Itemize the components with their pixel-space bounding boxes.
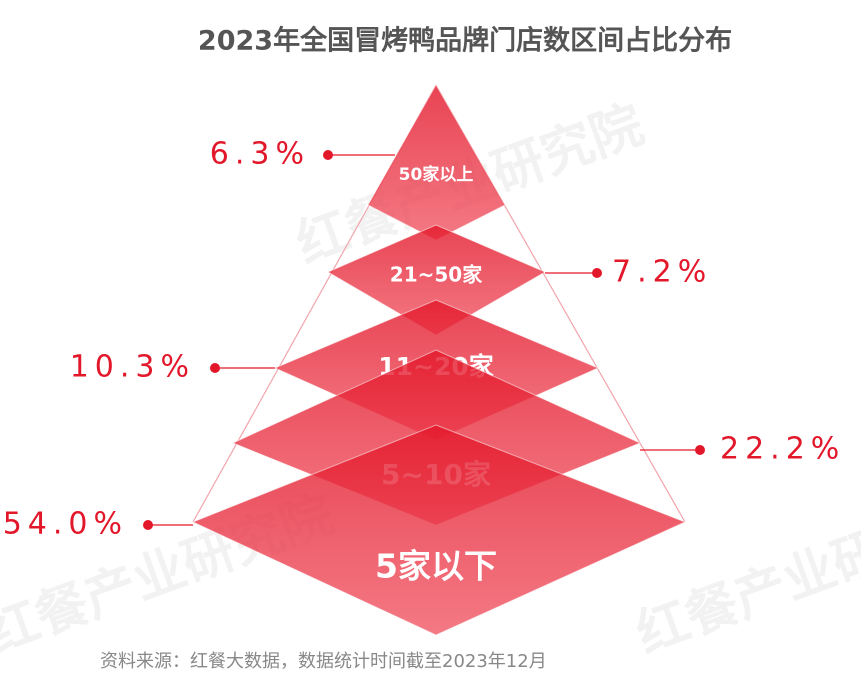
layers: 50家以上6.3%21~50家7.2%11~20家10.3%5~10家22.2%… [3, 83, 845, 636]
watermark: 红餐产业研究院 [629, 484, 861, 665]
source-note: 资料来源：红餐大数据，数据统计时间截至2023年12月 [100, 651, 547, 672]
layer-label: 5家以下 [375, 547, 497, 586]
leader-dot [323, 150, 333, 160]
value-label: 6.3% [210, 137, 310, 172]
layer-label: 21~50家 [390, 263, 483, 287]
chart-title: 2023年全国冒烤鸭品牌门店数区间占比分布 [198, 25, 732, 57]
value-label: 54.0% [3, 507, 128, 542]
leader-dot [143, 520, 153, 530]
pyramid-layer [191, 424, 687, 636]
value-label: 7.2% [612, 255, 712, 290]
value-label: 22.2% [720, 432, 845, 467]
leader-dot [592, 268, 602, 278]
layer-label: 50家以上 [399, 164, 474, 185]
leader-dot [695, 445, 705, 455]
leader-dot [210, 363, 220, 373]
value-label: 10.3% [70, 350, 195, 385]
